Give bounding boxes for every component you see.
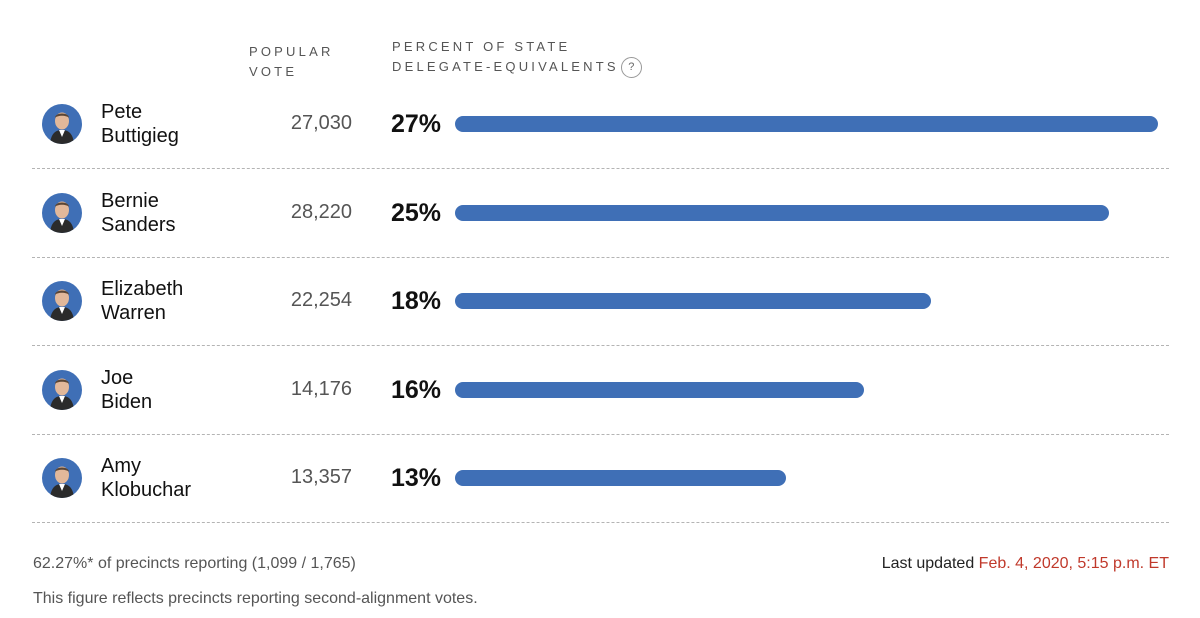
candidate-first-name: Elizabeth <box>101 278 184 300</box>
popular-vote-value: 28,220 <box>290 200 352 223</box>
candidate-first-name: Amy <box>101 455 141 477</box>
percent-header: PERCENT OF STATE DELEGATE-EQUIVALENTS? <box>392 37 712 79</box>
percent-bar <box>455 470 786 486</box>
last-updated-label: Last updated <box>881 555 975 572</box>
candidate-portrait-icon <box>42 369 82 410</box>
candidate-name: Bernie Sanders <box>101 189 251 237</box>
candidate-name: Amy Klobuchar <box>101 454 251 502</box>
popular-vote-header: POPULAR VOTE <box>249 44 334 79</box>
help-icon[interactable]: ? <box>620 57 642 79</box>
percent-label: 27% <box>391 110 442 138</box>
candidate-last-name: Warren <box>101 302 166 324</box>
candidate-first-name: Pete <box>101 101 143 123</box>
last-updated-time: Feb. 4, 2020, 5:15 p.m. ET <box>978 555 1169 572</box>
percent-label: 13% <box>391 464 442 492</box>
candidate-row: Bernie Sanders 28,220 25% <box>32 169 1169 258</box>
popular-vote-value: 14,176 <box>290 377 352 400</box>
candidate-name: Pete Buttigieg <box>101 100 251 148</box>
last-updated: Last updated Feb. 4, 2020, 5:15 p.m. ET <box>882 555 1169 573</box>
candidate-first-name: Joe <box>101 366 134 389</box>
alignment-note: This figure reflects precincts reporting… <box>33 590 478 607</box>
candidate-last-name: Biden <box>101 390 153 413</box>
candidate-portrait-icon <box>42 281 82 321</box>
percent-bar <box>455 204 1109 221</box>
percent-label: 25% <box>391 198 442 227</box>
precincts-reporting: 62.27%* of precincts reporting (1,099 / … <box>33 555 356 572</box>
candidate-row: Pete Buttigieg 27,030 27% <box>32 80 1169 169</box>
candidate-portrait-icon <box>42 458 82 498</box>
popular-vote-value: 13,357 <box>290 466 352 488</box>
candidate-last-name: Sanders <box>101 213 176 236</box>
candidate-name: Elizabeth Warren <box>101 277 251 325</box>
candidate-row: Amy Klobuchar 13,357 13% <box>32 434 1169 523</box>
candidate-last-name: Klobuchar <box>101 479 192 501</box>
candidate-last-name: Buttigieg <box>101 125 179 147</box>
percent-label: 18% <box>391 287 442 315</box>
percent-bar <box>455 381 864 398</box>
candidate-portrait-icon <box>42 192 82 233</box>
percent-bar <box>455 116 1158 132</box>
candidate-name: Joe Biden <box>101 366 251 414</box>
popular-vote-value: 27,030 <box>290 112 352 134</box>
candidate-row: Joe Biden 14,176 16% <box>32 346 1169 435</box>
candidate-first-name: Bernie <box>101 189 159 212</box>
percent-label: 16% <box>391 375 442 404</box>
percent-bar <box>455 293 931 309</box>
popular-vote-value: 22,254 <box>290 289 352 311</box>
candidate-row: Elizabeth Warren 22,254 18% <box>32 257 1169 346</box>
percent-header-line2: DELEGATE-EQUIVALENTS <box>392 59 619 74</box>
percent-header-line1: PERCENT OF STATE <box>392 39 571 54</box>
candidate-portrait-icon <box>42 104 82 144</box>
